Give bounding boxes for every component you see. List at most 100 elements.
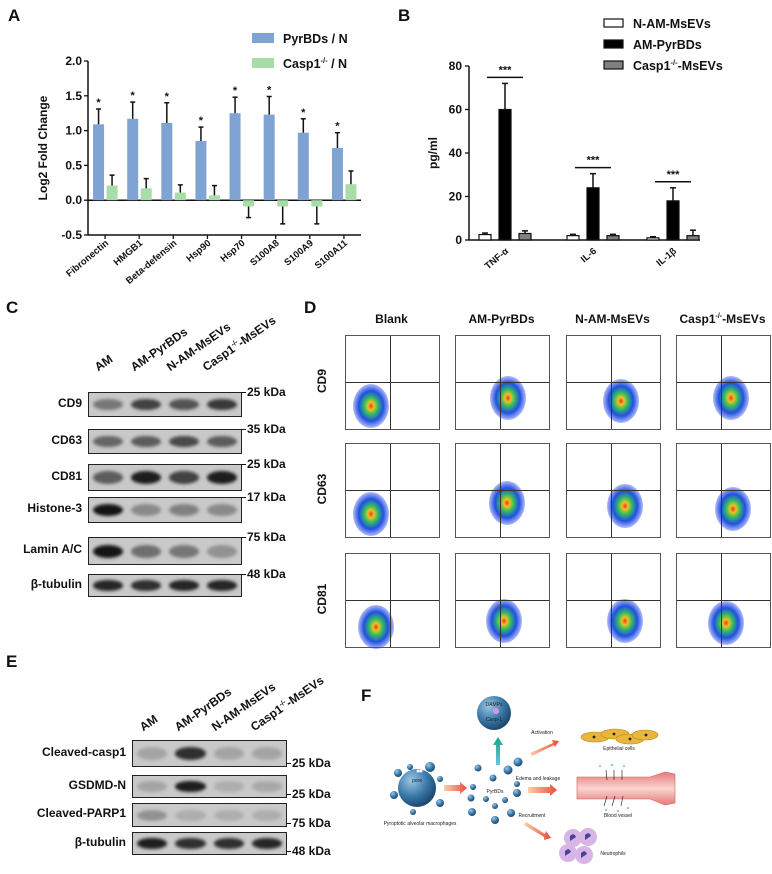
column-header: Casp1-/--MsEVs: [679, 312, 766, 326]
band: [207, 435, 237, 448]
blot-strip: [88, 574, 242, 597]
band: [251, 809, 282, 821]
arrow-icon: [530, 740, 559, 756]
bar: [518, 232, 532, 241]
legend-label: Casp1-/--MsEVs: [633, 58, 723, 73]
bar: [229, 113, 241, 201]
y-tick-label: 2.0: [65, 54, 82, 68]
population-cloud: [602, 379, 639, 424]
band: [175, 747, 206, 760]
significance-marker: *: [199, 115, 204, 127]
legend-swatch: [603, 60, 624, 70]
band: [169, 544, 199, 558]
dot-plot: [345, 335, 440, 430]
epithelial-cells-icon: [580, 728, 659, 745]
column-header: AM-PyrBDs: [468, 312, 535, 326]
dot-plot: [345, 553, 440, 649]
band: [213, 747, 244, 760]
blot-row-label: CD9: [57, 395, 82, 410]
pyrbds-label: PyrBDs: [487, 789, 504, 795]
dot-plot: [566, 553, 661, 648]
blot-strip: [88, 464, 242, 491]
legend-swatch: [252, 33, 274, 43]
bar: [127, 118, 139, 201]
significance-marker: *: [301, 107, 306, 119]
significance-marker: *: [96, 97, 101, 109]
vessel-label: Blood vessel: [604, 813, 632, 819]
band: [175, 838, 206, 849]
y-tick-label: 60: [449, 103, 463, 117]
bar: [586, 187, 600, 241]
arrow-icon: [444, 782, 467, 794]
bar: [140, 188, 152, 201]
epithelial-label: Epithelial cells: [603, 746, 635, 752]
y-tick-label: -0.5: [61, 228, 82, 242]
legend-label: AM-PyrBDs: [633, 38, 702, 52]
row-label: CD63: [315, 473, 329, 504]
kda-marker: 48 kDa: [241, 567, 286, 581]
panel-label-b: B: [398, 6, 411, 25]
population-cloud: [712, 376, 749, 421]
bar: [263, 114, 275, 201]
population-cloud: [606, 484, 643, 529]
band: [131, 580, 161, 591]
recruitment-label: Recruitment: [519, 813, 547, 819]
band: [169, 435, 199, 448]
arrow-up-icon: [493, 737, 503, 765]
y-tick-label: 0.0: [65, 193, 82, 207]
band: [93, 544, 123, 558]
band: [207, 580, 237, 591]
significance-marker: *: [233, 85, 238, 97]
bar: [106, 185, 118, 201]
panel-label-f: F: [361, 686, 372, 705]
blot-strip: [132, 832, 287, 855]
band: [207, 544, 237, 558]
x-tick-label: S100A9: [282, 238, 315, 269]
population-cloud: [353, 491, 390, 536]
panel-label-e: E: [6, 652, 18, 671]
damps-label: DAMPs: [486, 702, 503, 708]
column-header: N-AM-MsEVs: [575, 312, 650, 326]
blot-strip: [132, 740, 287, 767]
bar-charts: 2.0 1.5 1.0 0.5 0.0 -0.5 Log2 Fold Change Fibro…: [36, 17, 723, 287]
lane-label: AM: [91, 351, 116, 374]
bar: [174, 192, 186, 201]
band: [175, 781, 206, 792]
legend-swatch: [252, 58, 274, 68]
bar: [208, 195, 220, 201]
bar: [666, 200, 680, 241]
band: [251, 838, 282, 849]
lane-label: AM: [136, 711, 161, 734]
mechanism-diagram: pore Pyroptotic alveolar macrophages Pyr…: [384, 696, 676, 864]
band: [93, 580, 123, 591]
edema-label: Edema and leakage: [516, 776, 561, 782]
band: [169, 398, 199, 411]
blot-row-label: Cleaved-PARP1: [36, 806, 126, 820]
significance-marker: ***: [587, 155, 601, 167]
band: [207, 504, 237, 516]
blot-row-label: Cleaved-casp1: [41, 744, 126, 759]
panel-label-a: A: [8, 6, 21, 25]
bar: [478, 233, 492, 241]
kda-marker: 75 kDa: [286, 816, 331, 830]
column-header: Blank: [375, 312, 408, 326]
legend-label: Casp1-/- / N: [283, 56, 347, 71]
pyrbds-icon: [467, 757, 523, 824]
band: [207, 398, 237, 411]
x-tick-label: S100A8: [248, 238, 281, 269]
significance-marker: ***: [667, 169, 681, 181]
quadrant-line-horizontal: [456, 599, 549, 601]
blot-strip: [88, 392, 242, 417]
kda-marker: 48 kDa: [286, 844, 331, 858]
bar: [93, 124, 105, 201]
y-tick-label: 40: [449, 146, 463, 160]
activation-label: Activation: [531, 730, 553, 736]
significance-marker: *: [131, 90, 136, 102]
dot-plot: [455, 335, 550, 430]
x-tick-label: Fibronectin: [64, 238, 111, 280]
quadrant-line-horizontal: [677, 489, 770, 491]
quadrant-line-horizontal: [346, 489, 439, 491]
neutrophils-icon: [559, 828, 597, 864]
kda-marker: 25 kDa: [241, 457, 286, 471]
